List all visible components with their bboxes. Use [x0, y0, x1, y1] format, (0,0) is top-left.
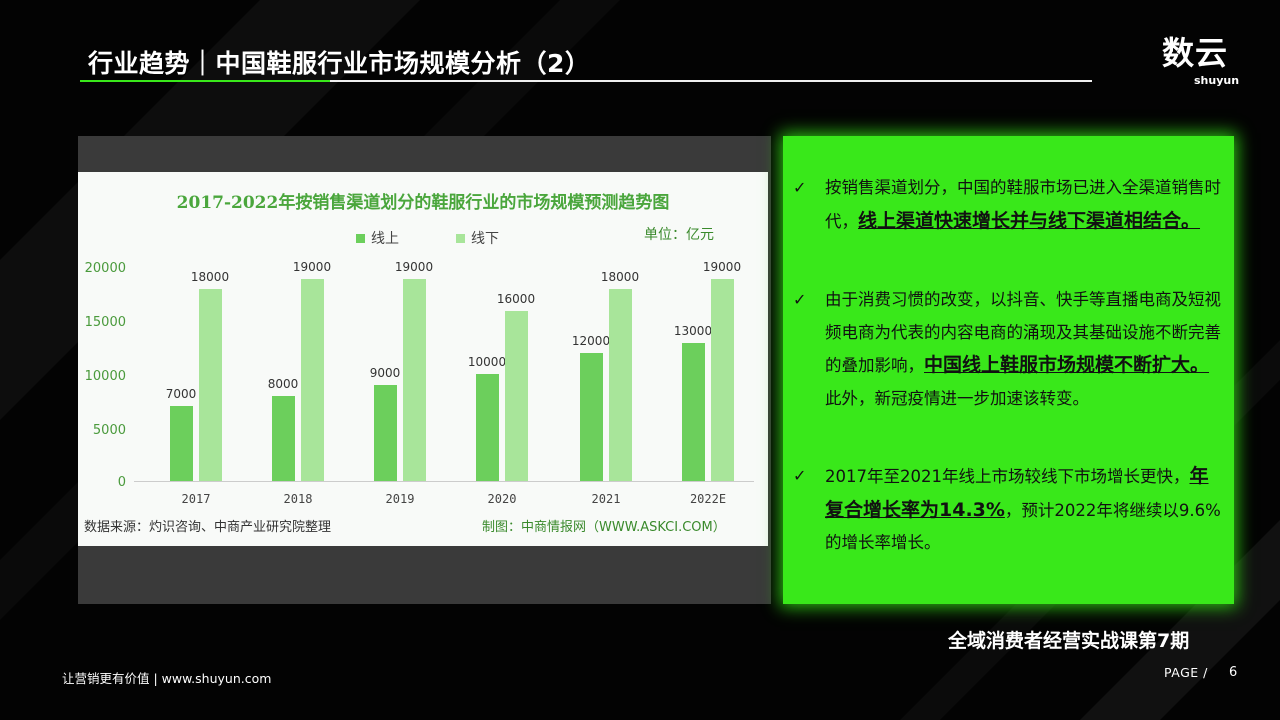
bar-online [682, 343, 705, 481]
bar-offline [505, 311, 528, 481]
bar-value-online: 8000 [267, 377, 299, 391]
bar-value-offline: 19000 [292, 260, 332, 274]
legend-label-online: 线上 [371, 231, 399, 247]
x-tick-label: 2017 [181, 492, 211, 506]
bullet-channel-era: ✓ 按销售渠道划分，中国的鞋服市场已进入全渠道销售时代，线上渠道快速增长并与线下… [793, 172, 1223, 238]
y-tick-label: 0 [117, 475, 126, 490]
bar-value-online: 12000 [571, 334, 611, 348]
title-accent-line [80, 80, 330, 82]
bar-offline [711, 279, 734, 481]
logo-sub-text: shuyun [1194, 74, 1240, 87]
bullet-text: 由于消费习惯的改变，以抖音、快手等直播电商及短视频电商为代表的内容电商的涌现及其… [825, 290, 1221, 375]
bar-value-offline: 16000 [496, 292, 536, 306]
page-number: 6 [1229, 665, 1238, 680]
bar-online [374, 385, 397, 481]
bar-value-online: 7000 [165, 387, 197, 401]
bullet-emphasis: 线上渠道快速增长并与线下渠道相结合。 [858, 209, 1201, 232]
x-tick-label: 2019 [385, 492, 415, 506]
bar-value-offline: 18000 [600, 270, 640, 284]
bar-offline [403, 279, 426, 481]
check-icon: ✓ [793, 178, 807, 197]
x-tick-label: 2021 [591, 492, 621, 506]
bullet-emphasis: 年复合增长率为14.3% [825, 465, 1209, 521]
bullet-tail: 此外，新冠疫情进一步加速该转变。 [825, 388, 1089, 408]
page-title: 行业趋势｜中国鞋服行业市场规模分析（2） [88, 49, 591, 78]
footer-slogan: 让营销更有价值 | www.shuyun.com [62, 671, 272, 686]
legend-item-offline: 线下 [456, 228, 499, 248]
bullet-emphasis: 中国线上鞋服市场规模不断扩大。 [924, 354, 1210, 376]
bar-offline [301, 279, 324, 481]
bar-online [272, 396, 295, 481]
course-title: 全域消费者经营实战课第7期 [948, 630, 1190, 652]
x-tick-label: 2020 [487, 492, 517, 506]
bar-value-online: 9000 [369, 366, 401, 380]
bar-value-online: 10000 [467, 355, 507, 369]
data-source: 数据来源：灼识咨询、中商产业研究院整理 [84, 520, 332, 535]
bullet-body: 由于消费习惯的改变，以抖音、快手等直播电商及短视频电商为代表的内容电商的涌现及其… [825, 284, 1223, 415]
summary-panel: ✓ 按销售渠道划分，中国的鞋服市场已进入全渠道销售时代，线上渠道快速增长并与线下… [783, 136, 1234, 604]
legend-item-online: 线上 [356, 228, 399, 248]
bar-online [170, 406, 193, 481]
legend-swatch-offline [456, 233, 465, 243]
bar-value-online: 13000 [673, 324, 713, 338]
logo-main-text: 数云 [1162, 34, 1229, 72]
x-tick-label: 2018 [283, 492, 313, 506]
bullet-text: 按销售渠道划分，中国的鞋服市场已进入全渠道销售时代， [825, 178, 1221, 231]
bullet-tail: ，预计2022年将继续以9.6%的增长率增长。 [825, 500, 1221, 553]
bullet-text: 2017年至2021年线上市场较线下市场增长更快， [825, 467, 1190, 486]
y-tick-label: 10000 [84, 369, 126, 384]
legend-label-offline: 线下 [471, 231, 499, 247]
page-label: PAGE / [1164, 665, 1208, 680]
y-tick-label: 5000 [92, 423, 126, 438]
title-bar: 行业趋势｜中国鞋服行业市场规模分析（2） [80, 40, 1092, 82]
bar-online [580, 353, 603, 481]
chart-image: 2017-2022年按销售渠道划分的鞋服行业的市场规模预测趋势图 线上 线下 单… [78, 172, 768, 546]
bullet-body: 按销售渠道划分，中国的鞋服市场已进入全渠道销售时代，线上渠道快速增长并与线下渠道… [825, 172, 1223, 238]
check-icon: ✓ [793, 466, 807, 485]
chart-unit: 单位：亿元 [644, 227, 714, 243]
bar-online [476, 374, 499, 481]
chart-title: 2017-2022年按销售渠道划分的鞋服行业的市场规模预测趋势图 [176, 193, 670, 213]
brand-logo: 数云 shuyun [1162, 34, 1242, 87]
x-tick-label: 2022E [689, 492, 727, 506]
legend-swatch-online [356, 233, 365, 243]
x-axis-baseline [134, 481, 754, 482]
bullet-content-commerce: ✓ 由于消费习惯的改变，以抖音、快手等直播电商及短视频电商为代表的内容电商的涌现… [793, 284, 1223, 415]
chart-panel: 2017-2022年按销售渠道划分的鞋服行业的市场规模预测趋势图 线上 线下 单… [78, 136, 771, 604]
chart-credit: 制图：中商情报网（WWW.ASKCI.COM） [482, 520, 726, 535]
check-icon: ✓ [793, 290, 807, 309]
y-tick-label: 20000 [84, 261, 126, 276]
bar-value-offline: 18000 [190, 270, 230, 284]
y-tick-label: 15000 [84, 315, 126, 330]
bullet-growth-rate: ✓ 2017年至2021年线上市场较线下市场增长更快，年复合增长率为14.3%，… [793, 460, 1223, 560]
bar-value-offline: 19000 [394, 260, 434, 274]
bar-offline [199, 289, 222, 481]
bar-offline [609, 289, 632, 481]
bar-value-offline: 19000 [702, 260, 742, 274]
bullet-body: 2017年至2021年线上市场较线下市场增长更快，年复合增长率为14.3%，预计… [825, 460, 1223, 560]
